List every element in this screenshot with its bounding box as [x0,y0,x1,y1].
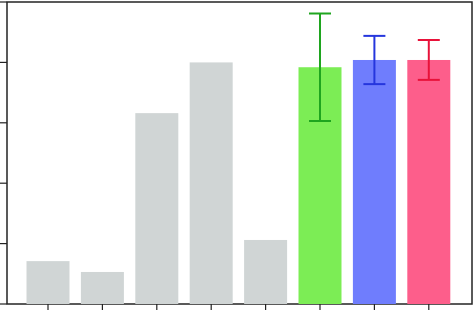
bar [244,239,288,304]
bar [352,59,396,304]
bar [407,59,451,304]
error-bar [417,39,440,81]
axes-frame [6,1,473,305]
error-bar [309,12,331,122]
bar [26,261,70,304]
bar [189,62,233,305]
bar [80,271,124,304]
bar [135,113,179,304]
error-bar [363,34,386,86]
